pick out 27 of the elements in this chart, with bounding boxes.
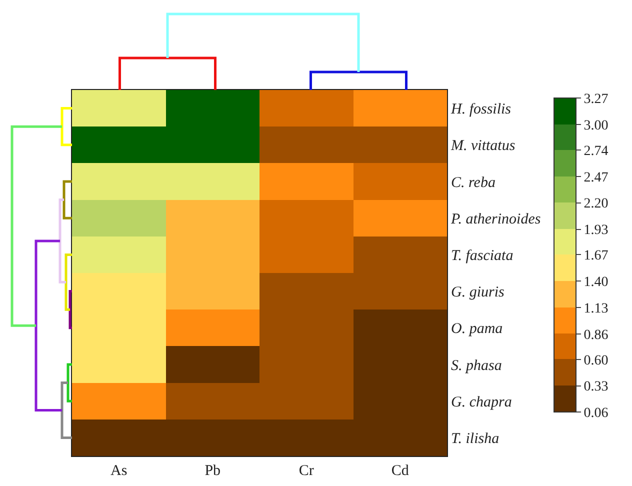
- color-bar-label: 2.74: [584, 144, 608, 159]
- color-bar-label: 0.60: [584, 353, 608, 368]
- color-bar-label: 0.33: [584, 380, 608, 395]
- color-bar-label: 1.93: [584, 223, 608, 238]
- y-tick-label: T. ilisha: [451, 430, 500, 447]
- y-tick-label: P. atherinoides: [450, 211, 541, 228]
- color-bar-label: 1.40: [584, 274, 608, 290]
- y-tick-label: G. chapra: [451, 394, 512, 410]
- color-bar-label: 3.27: [584, 92, 608, 108]
- x-tick-label: Cd: [391, 463, 410, 479]
- y-tick-label: M. vittatus: [450, 138, 516, 154]
- x-tick-label: As: [110, 463, 128, 479]
- color-bar-label: 1.13: [584, 301, 608, 316]
- color-bar-label: 2.20: [584, 196, 608, 212]
- y-tick-label: S. phasa: [451, 358, 502, 374]
- color-bar-label: 1.67: [584, 248, 608, 264]
- color-bar-label: 0.86: [584, 328, 608, 343]
- y-tick-label: T. fasciata: [451, 248, 514, 264]
- color-bar-label: 3.00: [584, 118, 608, 134]
- x-tick-label: Pb: [204, 463, 221, 479]
- y-tick-label: O. pama: [451, 321, 503, 338]
- color-bar-label: 2.47: [584, 170, 608, 186]
- x-tick-label: Cr: [298, 463, 314, 479]
- y-tick-label: C. reba: [451, 174, 496, 191]
- color-bar-label: 0.06: [584, 406, 608, 422]
- y-tick-label: H. fossilis: [450, 102, 512, 118]
- y-tick-label: G. giuris: [451, 284, 505, 301]
